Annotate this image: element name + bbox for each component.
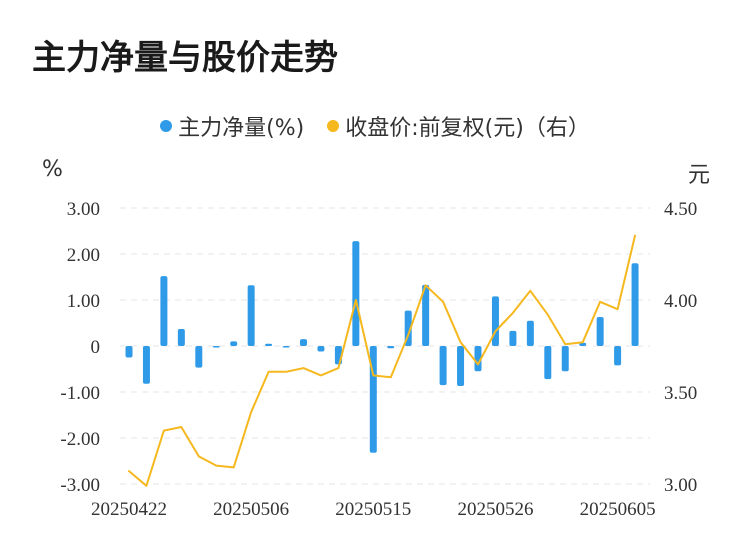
net-flow-bar (474, 346, 482, 372)
net-flow-bar (457, 346, 465, 387)
y-right-tick-label: 3.50 (664, 383, 697, 404)
chart-title: 主力净量与股价走势 (32, 38, 338, 78)
y-right-tick-label: 4.50 (664, 199, 697, 220)
x-tick-label: 20250506 (213, 499, 289, 520)
net-flow-bar (247, 285, 255, 346)
net-flow-bar (614, 346, 622, 366)
x-tick-label: 20250422 (91, 499, 167, 520)
net-flow-bar (125, 346, 133, 358)
net-flow-bar (387, 346, 395, 349)
legend-item-close-price[interactable]: 收盘价:前复权(元)（右） (327, 110, 590, 142)
net-flow-bar (561, 346, 569, 372)
net-flow-bar (352, 241, 360, 346)
y-left-tick-label: -2.00 (60, 429, 100, 450)
y-left-tick-label: 3.00 (67, 199, 100, 220)
y-right-tick-label: 3.00 (664, 475, 697, 496)
net-flow-bar (631, 263, 639, 346)
net-flow-bar (160, 276, 168, 346)
legend-dot-icon (160, 120, 173, 132)
net-flow-bar (526, 320, 534, 346)
net-flow-bar (422, 284, 430, 346)
y-left-tick-label: 1.00 (67, 291, 100, 312)
net-flow-bar (282, 346, 290, 348)
legend-label: 收盘价:前复权(元)（右） (345, 116, 590, 141)
legend-dot-icon (327, 120, 340, 132)
y-right-tick-label: 4.00 (664, 291, 697, 312)
net-flow-bar (509, 330, 517, 346)
x-tick-label: 20250515 (335, 499, 411, 520)
net-flow-bar (195, 346, 203, 368)
net-flow-bar (491, 296, 499, 346)
net-flow-bar (300, 339, 307, 346)
net-flow-bar (439, 346, 447, 386)
net-flow-bar (544, 346, 552, 380)
net-flow-bar (142, 346, 150, 384)
y-left-tick-label: -1.00 (60, 383, 100, 404)
net-flow-bar (596, 317, 604, 346)
net-flow-bar (177, 328, 185, 346)
net-flow-bar (317, 346, 325, 352)
legend: 主力净量(%) 收盘价:前复权(元)（右） (0, 110, 750, 142)
net-flow-bar (230, 341, 238, 346)
y-left-tick-label: 2.00 (67, 245, 100, 266)
net-flow-bar (265, 343, 273, 346)
right-axis-unit: 元 (687, 163, 710, 188)
x-tick-label: 20250605 (580, 499, 656, 520)
x-tick-label: 20250526 (457, 499, 533, 520)
y-left-tick-label: -3.00 (60, 475, 100, 496)
net-flow-bar (212, 346, 220, 348)
y-left-tick-label: 0 (91, 337, 101, 358)
left-axis-unit: % (42, 157, 63, 182)
legend-label: 主力净量(%) (178, 116, 305, 141)
net-flow-bar (579, 342, 587, 346)
close-price-line (128, 234, 636, 487)
net-flow-bar (369, 346, 377, 453)
legend-item-net-flow[interactable]: 主力净量(%) (160, 110, 304, 142)
